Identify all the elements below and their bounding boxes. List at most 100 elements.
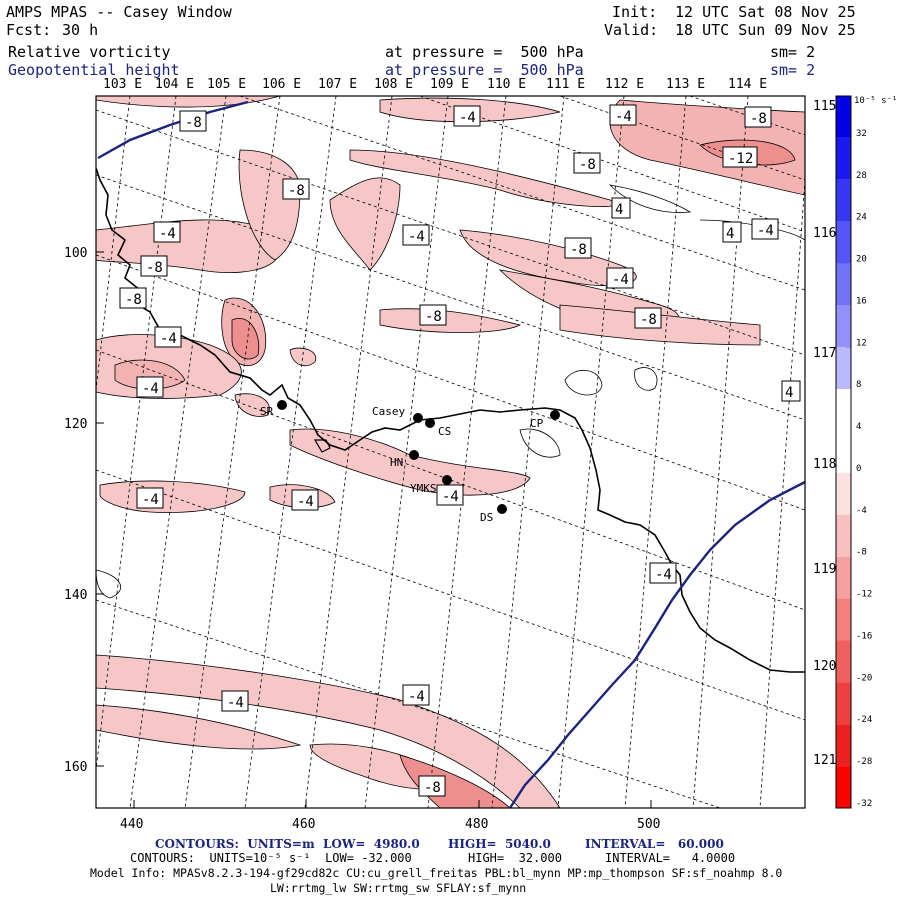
colorbar-swatch [836,96,851,138]
contour-line [634,367,658,391]
contour-line [519,428,561,458]
svg-text:-4: -4 [142,381,159,397]
fill-region [289,347,317,367]
contour-label: -12 [722,146,758,168]
station-markers [277,400,560,514]
contour-label: -4 [402,224,430,246]
contour-label: -4 [291,489,319,511]
svg-text:-4: -4 [297,494,314,510]
field1-smoothing: sm= 2 [770,43,816,61]
colorbar-swatch [836,431,851,473]
left-axis-labels: 100 120 140 160 [64,246,87,775]
contour-line [564,370,603,396]
y-tick-label: 120 [64,417,87,432]
station-label-sr: SR [260,405,274,418]
x-tick-label: 480 [465,817,488,832]
svg-text:-12: -12 [728,151,753,167]
fill-region [349,149,617,207]
colorbar-swatch [836,221,851,264]
station-dot [413,413,423,423]
svg-text:-8: -8 [579,157,596,173]
colorbar-label: 12 [856,338,867,348]
colorbar-label: 8 [856,380,861,390]
colorbar-label: 16 [856,296,867,306]
contour-label: -8 [119,287,147,309]
meridian [129,95,227,809]
contour-label: -8 [744,106,772,128]
colorbar-label: 32 [856,129,867,139]
height-contour-interval: INTERVAL= 60.000 [585,837,724,851]
parallel [559,95,806,181]
lon-label: 107 E [318,77,358,92]
svg-text:4: 4 [615,202,623,218]
vorticity-fill-regions [95,95,806,809]
contour-label: -4 [609,104,637,126]
colorbar-label: 24 [856,213,867,223]
vorticity-contour-info: CONTOURS: UNITS=10⁻⁵ s⁻¹ LOW= -32.000 [130,851,412,865]
lon-label: 114 E [728,77,768,92]
svg-text:-8: -8 [424,780,441,796]
colorbar-swatch [836,724,851,767]
colorbar-label: -32 [856,799,872,809]
svg-text:4: 4 [726,226,734,242]
init-value: 12 UTC Sat 08 Nov 25 [675,3,856,21]
contour-label: 4 [781,380,801,402]
station-dot [497,504,507,514]
height-contour-info: CONTOURS: UNITS=m LOW= 4980.0 [155,837,420,851]
contour-label: -4 [649,562,677,584]
station-label-hn: HN [390,456,403,469]
meridian [95,95,177,771]
fill-region [329,177,401,271]
x-tick-label: 500 [637,817,660,832]
colorbar-swatch [836,347,851,390]
valid-label: Valid: [604,21,659,39]
map-frame [95,95,806,809]
colorbar-label: -12 [856,590,872,600]
height-contour-high: HIGH= 5040.0 [448,837,551,851]
svg-text:-8: -8 [125,292,142,308]
parallel [419,95,806,233]
contour-label: -4 [402,684,430,706]
parallel [95,109,806,356]
height-contour-4980 [508,480,806,809]
contour-label: -4 [136,376,164,398]
meridian [557,95,625,809]
contour-label: -8 [179,110,207,132]
colorbar-label: 20 [856,255,867,265]
colorbar-frame [835,95,852,809]
valid-value: 18 UTC Sun 09 Nov 25 [675,21,856,39]
contour-label: -4 [154,326,182,348]
contour-label: -8 [418,775,446,797]
svg-text:-4: -4 [408,689,425,705]
svg-text:-8: -8 [288,183,305,199]
meridian [95,95,131,391]
svg-text:-4: -4 [408,229,425,245]
colorbar-swatch [836,305,851,348]
contour-line [95,569,121,599]
svg-text:-4: -4 [160,331,177,347]
x-tick-label: 440 [120,817,143,832]
meridian [427,95,507,809]
contour-label: -4 [453,105,481,127]
meridian [692,95,749,809]
parallel [95,174,806,421]
vorticity-colorbar: 32 28 24 20 16 12 8 4 0 -4 -8 -12 -16 -20 -24 -28 -32 [835,95,872,809]
svg-text:-4: -4 [159,226,176,242]
contour-label: -8 [282,178,310,200]
graticule [95,95,806,809]
x-tick-label: 460 [292,817,315,832]
station-label-ds: DS [480,511,493,524]
vorticity-contour-high: HIGH= 32.000 [468,851,562,865]
contour-label: -8 [564,237,592,259]
svg-text:-8: -8 [750,111,767,127]
colorbar-swatch [836,263,851,306]
contour-label: -4 [136,487,164,509]
svg-text:-4: -4 [459,110,476,126]
svg-text:-8: -8 [570,242,587,258]
lon-label: 113 E [666,77,706,92]
left-axis [96,251,104,767]
contour-label: -4 [436,484,464,506]
contour-label: -4 [153,221,181,243]
colorbar-swatch [836,389,851,432]
